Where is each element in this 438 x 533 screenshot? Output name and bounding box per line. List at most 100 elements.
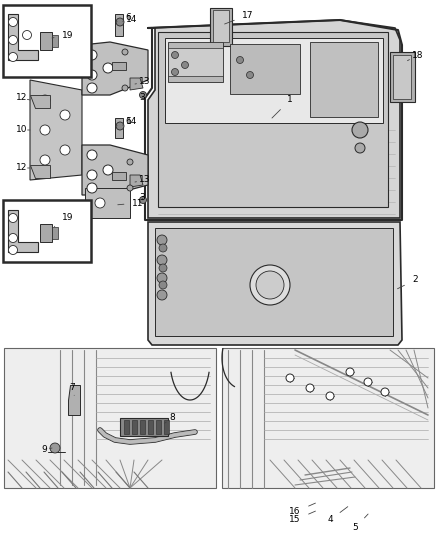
Text: 7: 7	[69, 384, 75, 395]
Bar	[164, 420, 169, 434]
Circle shape	[346, 368, 354, 376]
Circle shape	[122, 85, 128, 91]
Bar	[40, 32, 52, 50]
Text: 13: 13	[135, 175, 151, 184]
Polygon shape	[8, 210, 38, 252]
Bar	[112, 62, 126, 70]
Bar	[120, 418, 168, 436]
Polygon shape	[148, 222, 402, 345]
Text: 6: 6	[116, 13, 131, 22]
Bar	[393, 55, 411, 99]
Text: 5: 5	[352, 514, 368, 532]
Circle shape	[237, 56, 244, 63]
Bar	[4, 348, 216, 488]
Circle shape	[127, 159, 133, 165]
Circle shape	[22, 30, 32, 39]
Circle shape	[87, 170, 97, 180]
Text: 14: 14	[123, 14, 138, 23]
Bar	[3, 200, 91, 262]
Bar	[52, 227, 58, 239]
Bar	[112, 172, 126, 180]
Circle shape	[8, 18, 18, 27]
Circle shape	[87, 70, 97, 80]
Bar	[3, 5, 91, 77]
Circle shape	[122, 49, 128, 55]
Circle shape	[103, 165, 113, 175]
Circle shape	[8, 52, 18, 61]
Circle shape	[60, 110, 70, 120]
Circle shape	[40, 125, 50, 135]
Text: 18: 18	[407, 51, 424, 61]
Circle shape	[256, 271, 284, 299]
Bar	[165, 38, 383, 123]
Circle shape	[159, 244, 167, 252]
Polygon shape	[82, 42, 148, 95]
Bar	[213, 10, 229, 42]
Circle shape	[157, 255, 167, 265]
Text: 8: 8	[164, 414, 175, 423]
Bar	[148, 420, 153, 434]
Circle shape	[326, 392, 334, 400]
Bar	[168, 48, 223, 76]
Circle shape	[87, 50, 97, 60]
Circle shape	[87, 150, 97, 160]
Polygon shape	[130, 175, 143, 187]
Circle shape	[127, 185, 133, 191]
Circle shape	[157, 235, 167, 245]
Bar	[156, 420, 161, 434]
Text: 6: 6	[116, 117, 131, 126]
Bar	[115, 14, 123, 36]
Bar	[155, 228, 393, 336]
Bar	[124, 420, 129, 434]
Bar	[132, 420, 137, 434]
Circle shape	[159, 264, 167, 272]
Text: 12: 12	[16, 93, 30, 102]
Circle shape	[8, 246, 18, 254]
Polygon shape	[8, 14, 38, 60]
Bar	[85, 188, 130, 218]
Text: 17: 17	[225, 11, 254, 24]
Bar	[52, 35, 58, 47]
Circle shape	[139, 92, 146, 99]
Circle shape	[157, 273, 167, 283]
Text: 15: 15	[289, 511, 315, 524]
Circle shape	[8, 36, 18, 44]
Circle shape	[116, 122, 124, 130]
Circle shape	[355, 143, 365, 153]
Bar	[210, 8, 232, 46]
Polygon shape	[130, 78, 143, 90]
Text: 13: 13	[135, 77, 151, 86]
Bar	[390, 52, 415, 102]
Text: 10: 10	[16, 125, 30, 134]
Bar	[222, 348, 434, 488]
Text: 19: 19	[54, 214, 74, 227]
Circle shape	[139, 197, 146, 204]
Circle shape	[8, 214, 18, 222]
Polygon shape	[30, 95, 50, 108]
Circle shape	[352, 122, 368, 138]
Circle shape	[87, 183, 97, 193]
Circle shape	[87, 83, 97, 93]
Polygon shape	[68, 385, 80, 415]
Circle shape	[364, 378, 372, 386]
Text: 11: 11	[118, 198, 144, 207]
Circle shape	[157, 290, 167, 300]
Text: 3: 3	[139, 93, 145, 102]
Circle shape	[172, 52, 179, 59]
Bar	[168, 42, 223, 82]
Circle shape	[250, 265, 290, 305]
Text: 19: 19	[52, 30, 74, 39]
Circle shape	[181, 61, 188, 69]
Bar	[230, 44, 300, 94]
Circle shape	[172, 69, 179, 76]
Text: 16: 16	[289, 503, 315, 516]
Text: 4: 4	[327, 507, 348, 524]
Text: 1: 1	[272, 95, 293, 118]
Polygon shape	[148, 20, 400, 218]
Text: 2: 2	[398, 276, 418, 289]
Text: 14: 14	[123, 117, 138, 126]
Polygon shape	[30, 165, 50, 178]
Bar	[310, 42, 378, 117]
Circle shape	[286, 374, 294, 382]
Circle shape	[381, 388, 389, 396]
